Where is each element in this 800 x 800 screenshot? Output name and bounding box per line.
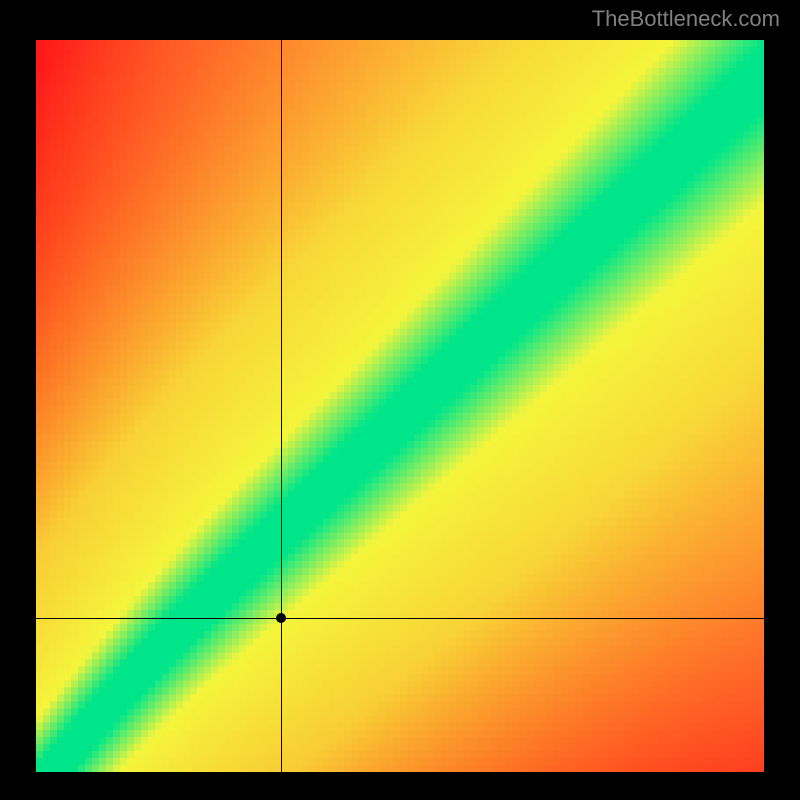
heatmap-canvas <box>36 40 764 772</box>
marker-dot <box>276 613 286 623</box>
watermark-text: TheBottleneck.com <box>592 6 780 32</box>
heatmap-plot <box>36 40 764 772</box>
chart-container: TheBottleneck.com <box>0 0 800 800</box>
